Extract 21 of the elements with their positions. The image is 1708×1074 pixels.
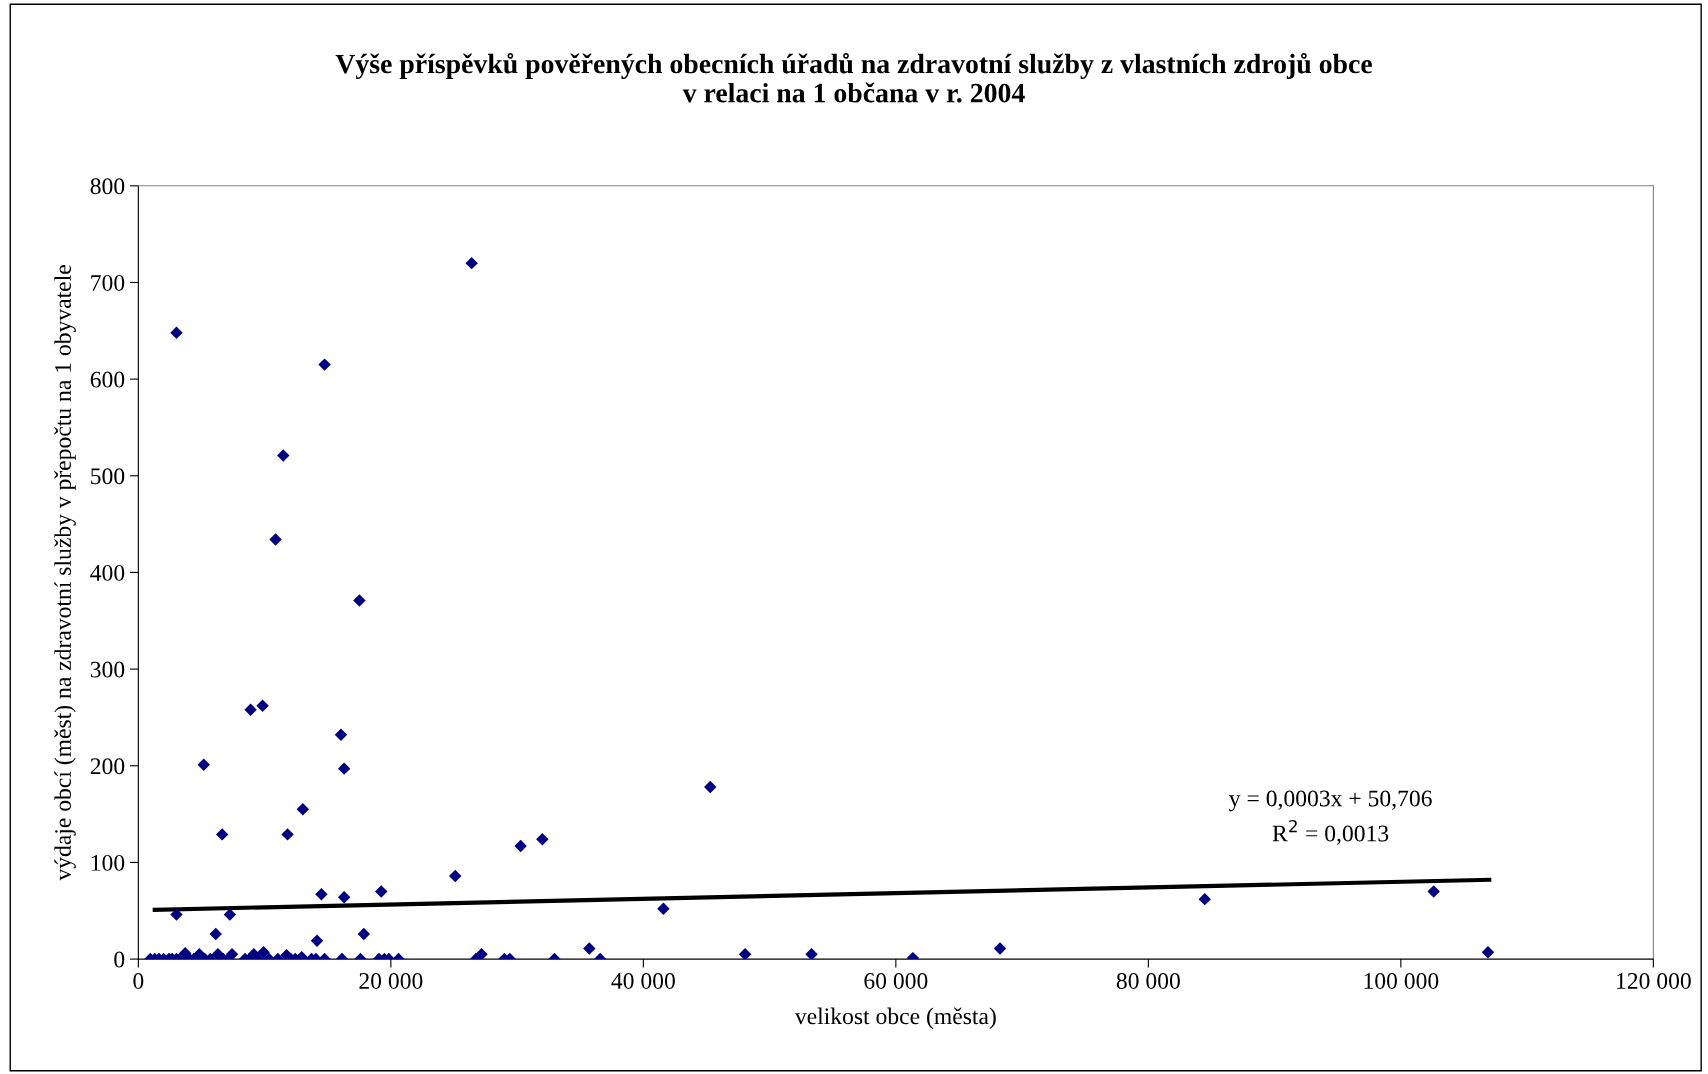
x-tick-label: 20 000 — [359, 972, 423, 989]
y-tick-label: 700 — [91, 274, 125, 291]
annotation: y = 0,0003x + 50,706 — [1229, 790, 1432, 812]
x-tick-label: 80 000 — [1116, 972, 1180, 989]
y-tick-label: 300 — [90, 661, 125, 678]
x-axis-title: velikost obce (města) — [794, 1007, 996, 1030]
y-tick-label: 600 — [90, 371, 125, 388]
y-tick-label: 100 — [91, 854, 125, 871]
chart-title: Výše příspěvků pověřených obecních úřadů na zdravotní služby z vlastních zdrojů obce v relaci na 1 občana v r. 2004 — [335, 52, 1372, 103]
y-tick-label: 400 — [90, 564, 125, 581]
x-tick-label: 120 000 — [1617, 972, 1691, 989]
y-axis-title: výdaje obcí (měst) na zdravotní služby v přepočtu na 1 obyvatele — [54, 265, 76, 881]
x-tick-label: 40 000 — [611, 972, 675, 989]
y-tick-label: 0 — [114, 951, 125, 968]
annotation: R$^{2}$ = 0,0013 — [1272, 819, 1389, 845]
x-tick-label: 100 000 — [1364, 972, 1439, 989]
y-tick-label: 200 — [90, 758, 125, 775]
x-tick-label: 60 000 — [864, 972, 928, 989]
y-tick-label: 500 — [91, 468, 125, 485]
x-tick-label: 0 — [133, 972, 144, 989]
y-tick-label: 800 — [90, 178, 125, 195]
